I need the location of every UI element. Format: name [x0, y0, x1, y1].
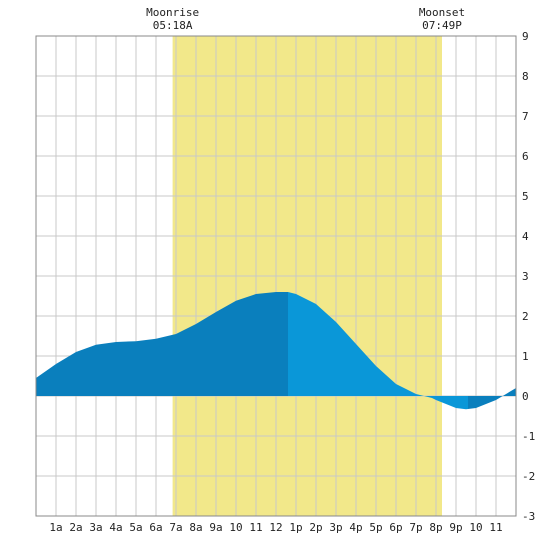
- x-tick-label: 6a: [149, 521, 162, 534]
- y-tick-label: 7: [522, 110, 529, 123]
- grid: [36, 35, 516, 517]
- x-tick-label: 9p: [449, 521, 462, 534]
- x-tick-label: 10: [229, 521, 242, 534]
- x-tick-label: 5p: [369, 521, 382, 534]
- y-tick-label: 6: [522, 150, 529, 163]
- x-tick-label: 12: [269, 521, 282, 534]
- x-tick-label: 10: [469, 521, 482, 534]
- tide-area-falling: [288, 292, 468, 410]
- y-tick-label: -3: [522, 510, 535, 523]
- moonset-time: 07:49P: [422, 19, 462, 32]
- x-tick-label: 3a: [89, 521, 102, 534]
- x-axis-labels: 1a 2a 3a 4a 5a 6a 7a 8a 9a 10 11 12 1p 2p 3p 4p 5p 6p 7p 8p…: [49, 521, 502, 534]
- x-tick-label: 1p: [289, 521, 302, 534]
- x-tick-label: 11: [249, 521, 262, 534]
- x-tick-label: 1a: [49, 521, 62, 534]
- x-tick-label: 5a: [129, 521, 142, 534]
- x-tick-label: 7p: [409, 521, 422, 534]
- x-tick-label: 3p: [329, 521, 342, 534]
- y-tick-label: 8: [522, 70, 529, 83]
- x-tick-label: 2a: [69, 521, 82, 534]
- moonrise-label: Moonrise: [146, 6, 199, 19]
- moonrise-time: 05:18A: [153, 19, 193, 32]
- x-tick-label: 8p: [429, 521, 442, 534]
- y-tick-label: 9: [522, 30, 529, 43]
- x-tick-label: 8a: [189, 521, 202, 534]
- y-tick-label: 2: [522, 310, 529, 323]
- x-tick-label: 2p: [309, 521, 322, 534]
- tide-area-rising: [468, 388, 516, 409]
- x-tick-label: 4p: [349, 521, 362, 534]
- plot-frame: [35, 35, 517, 517]
- y-axis-labels: -3 -2 -1 0 1 2 3 4 5 6 7 8 9: [522, 30, 535, 523]
- x-tick-label: 4a: [109, 521, 122, 534]
- tide-layer: [36, 292, 516, 410]
- moonset-label: Moonset: [419, 6, 465, 19]
- y-tick-label: 1: [522, 350, 529, 363]
- x-tick-label: 9a: [209, 521, 222, 534]
- y-tick-label: -2: [522, 470, 535, 483]
- y-tick-label: 0: [522, 390, 529, 403]
- tide-area-rising: [36, 292, 288, 396]
- y-tick-label: 3: [522, 270, 529, 283]
- y-tick-label: 5: [522, 190, 529, 203]
- x-tick-label: 6p: [389, 521, 402, 534]
- y-tick-label: -1: [522, 430, 535, 443]
- x-tick-label: 11: [489, 521, 502, 534]
- x-tick-label: 7a: [169, 521, 182, 534]
- y-tick-label: 4: [522, 230, 529, 243]
